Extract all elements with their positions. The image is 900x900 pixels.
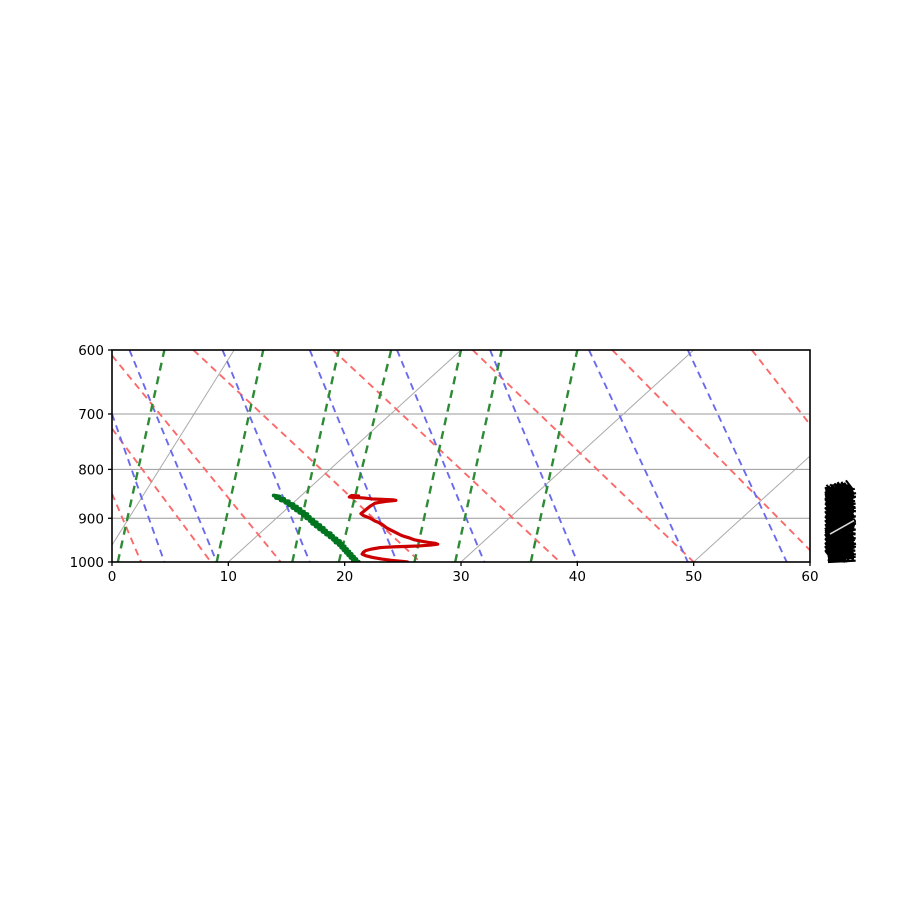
wind-barb-flag bbox=[845, 541, 855, 552]
grid-lines bbox=[112, 413, 810, 519]
dry-adiabat-line bbox=[611, 350, 810, 552]
wind-barb-flag bbox=[827, 552, 836, 563]
moist-adiabat-line bbox=[489, 350, 579, 562]
moist-adiabat-line bbox=[112, 413, 166, 562]
wind-barb-flag bbox=[845, 479, 854, 490]
wind-barb-flag bbox=[845, 551, 855, 562]
wind-barb-flag bbox=[845, 510, 854, 521]
moist-adiabat-line bbox=[221, 350, 311, 562]
moist-adiabat-lines bbox=[112, 350, 788, 562]
wind-barb-flag bbox=[831, 548, 841, 559]
wind-barb-flag bbox=[841, 551, 850, 562]
wind-barb-flag bbox=[841, 485, 851, 496]
wind-barb-flag bbox=[840, 506, 849, 517]
moist-adiabat-line bbox=[588, 350, 689, 562]
moist-adiabat-line bbox=[128, 350, 218, 562]
dewpoint-line bbox=[271, 493, 361, 562]
wind-barb-flag bbox=[835, 529, 845, 540]
wind-barb-flag bbox=[844, 488, 854, 499]
isotherm-line bbox=[693, 455, 810, 562]
x-tick-label: 0 bbox=[108, 569, 117, 585]
y-tick-label: 600 bbox=[78, 343, 104, 359]
temperature-profile bbox=[347, 493, 440, 562]
x-tick-label: 20 bbox=[336, 569, 353, 585]
x-tick-label: 40 bbox=[569, 569, 586, 585]
y-tick-label: 900 bbox=[78, 511, 104, 527]
y-tick-label: 1000 bbox=[70, 555, 104, 571]
isotherm-lines bbox=[112, 350, 810, 562]
isotherm-line bbox=[112, 350, 235, 546]
x-axis-ticks: 0 10 20 30 40 50 60 bbox=[108, 562, 819, 585]
wind-barb-column bbox=[824, 479, 857, 564]
wind-barb-flag bbox=[845, 530, 854, 541]
wind-barb-flag bbox=[844, 544, 853, 555]
wind-barb-flag bbox=[844, 538, 854, 549]
y-tick-label: 800 bbox=[78, 462, 104, 478]
x-tick-label: 50 bbox=[685, 569, 702, 585]
dry-adiabat-line bbox=[332, 350, 561, 562]
wind-barb-flag bbox=[845, 494, 855, 505]
wind-barb-flag bbox=[843, 502, 853, 513]
wind-barb-flag bbox=[846, 520, 855, 531]
dry-adiabat-line bbox=[112, 427, 212, 562]
moist-adiabat-line bbox=[396, 350, 486, 562]
dry-adiabat-line bbox=[471, 350, 695, 562]
wind-barb-flag bbox=[836, 551, 846, 562]
isotherm-line bbox=[460, 350, 695, 562]
wind-barb-flag bbox=[845, 498, 855, 509]
wind-barb-flag bbox=[828, 549, 837, 560]
wind-barb-flag bbox=[831, 551, 841, 563]
dry-adiabat-line bbox=[112, 354, 282, 562]
wind-barb-flag bbox=[846, 483, 855, 495]
wind-barb-flag bbox=[841, 521, 850, 533]
wind-barb-flag bbox=[846, 514, 855, 525]
y-tick-label: 700 bbox=[78, 407, 104, 423]
wind-barb-flag bbox=[845, 524, 855, 535]
wind-barb-flag bbox=[839, 545, 849, 556]
x-tick-label: 10 bbox=[220, 569, 237, 585]
wind-barb-flag bbox=[846, 534, 855, 545]
moist-adiabat-line bbox=[308, 350, 398, 562]
wind-barb-flag bbox=[839, 491, 848, 502]
wind-barb-flag bbox=[839, 517, 849, 529]
wind-barb bbox=[827, 559, 856, 564]
wind-barb-highlight bbox=[829, 519, 855, 535]
y-axis-ticks: 600 700 800 900 1000 bbox=[70, 343, 112, 571]
moist-adiabat-line bbox=[686, 350, 788, 562]
x-tick-label: 30 bbox=[452, 569, 469, 585]
x-tick-label: 60 bbox=[801, 569, 818, 585]
dewpoint-profile bbox=[271, 493, 361, 562]
isotherm-line bbox=[227, 350, 462, 562]
wind-barb-flag bbox=[834, 546, 844, 558]
dry-adiabat-line bbox=[751, 350, 810, 426]
wind-barb-flag bbox=[841, 495, 850, 506]
temperature-line bbox=[347, 493, 440, 562]
